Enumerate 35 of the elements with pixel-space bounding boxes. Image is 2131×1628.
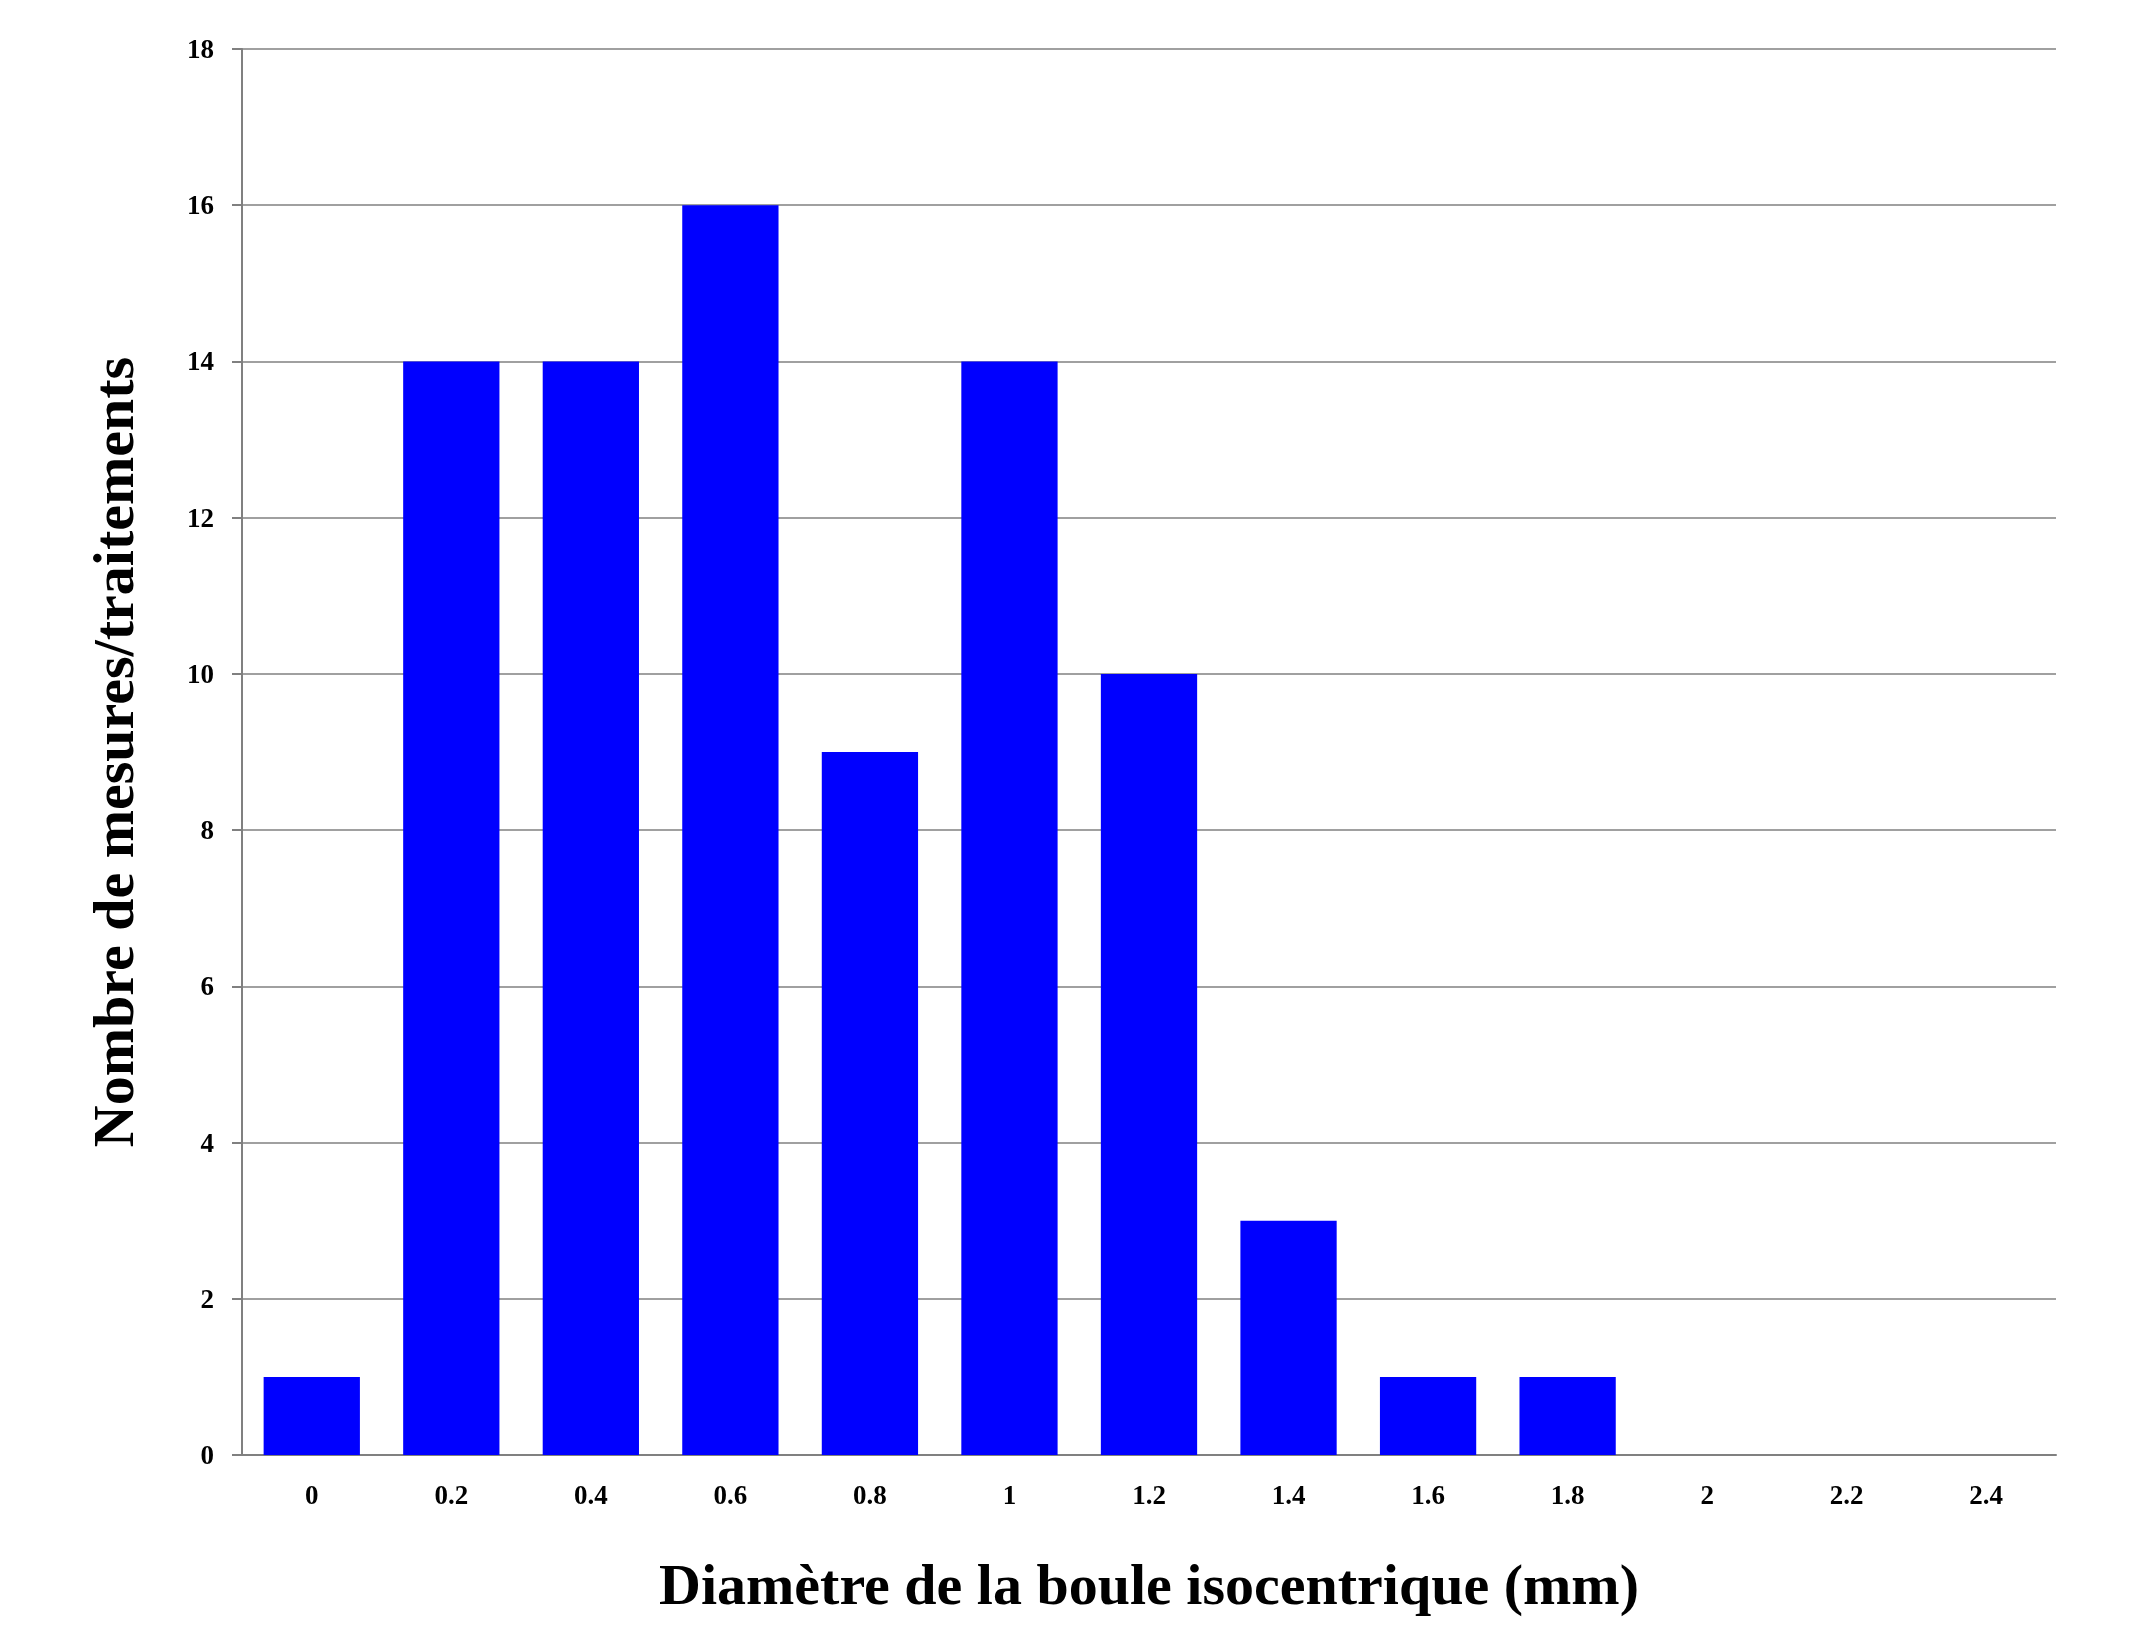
x-tick-label: 1.8 bbox=[1550, 1479, 1585, 1510]
x-tick-label: 1.4 bbox=[1271, 1479, 1306, 1510]
y-tick-label: 12 bbox=[187, 502, 214, 533]
x-tick-label: 0 bbox=[305, 1479, 319, 1510]
bar bbox=[682, 205, 779, 1455]
bar bbox=[1100, 673, 1198, 1455]
x-tick-label: 0.6 bbox=[713, 1479, 748, 1510]
bar bbox=[542, 361, 639, 1455]
y-tick-label: 4 bbox=[200, 1127, 214, 1158]
x-tick-label: 0.4 bbox=[573, 1479, 608, 1510]
bar bbox=[1519, 1376, 1616, 1455]
x-tick-label: 1.2 bbox=[1132, 1479, 1166, 1510]
x-axis-title: Diamètre de la boule isocentrique (mm) bbox=[659, 1551, 1639, 1617]
y-tick-label: 0 bbox=[200, 1440, 214, 1470]
x-tick-label: 2.4 bbox=[1969, 1479, 2004, 1510]
y-tick-label: 2 bbox=[200, 1283, 214, 1314]
y-tick-label: 16 bbox=[187, 190, 214, 221]
y-tick-label: 18 bbox=[187, 34, 214, 64]
bar bbox=[821, 752, 919, 1455]
x-tick-label: 1.6 bbox=[1411, 1479, 1445, 1510]
x-tick-label: 1 bbox=[1002, 1479, 1017, 1510]
y-tick-label: 14 bbox=[187, 346, 214, 377]
bar bbox=[1240, 1220, 1337, 1455]
bar bbox=[403, 361, 500, 1455]
bar bbox=[961, 361, 1058, 1455]
x-tick-label: 2 bbox=[1700, 1479, 1714, 1510]
y-axis-title: Nombre de mesures/traitements bbox=[80, 356, 146, 1148]
bar bbox=[1379, 1376, 1477, 1455]
y-tick-label: 8 bbox=[200, 815, 214, 846]
x-tick-label: 0.2 bbox=[434, 1479, 469, 1510]
y-tick-label: 10 bbox=[187, 658, 214, 689]
y-tick-label: 6 bbox=[200, 971, 214, 1002]
x-tick-label: 0.8 bbox=[853, 1479, 887, 1510]
bar bbox=[263, 1376, 360, 1455]
x-tick-label: 2.2 bbox=[1829, 1479, 1864, 1510]
